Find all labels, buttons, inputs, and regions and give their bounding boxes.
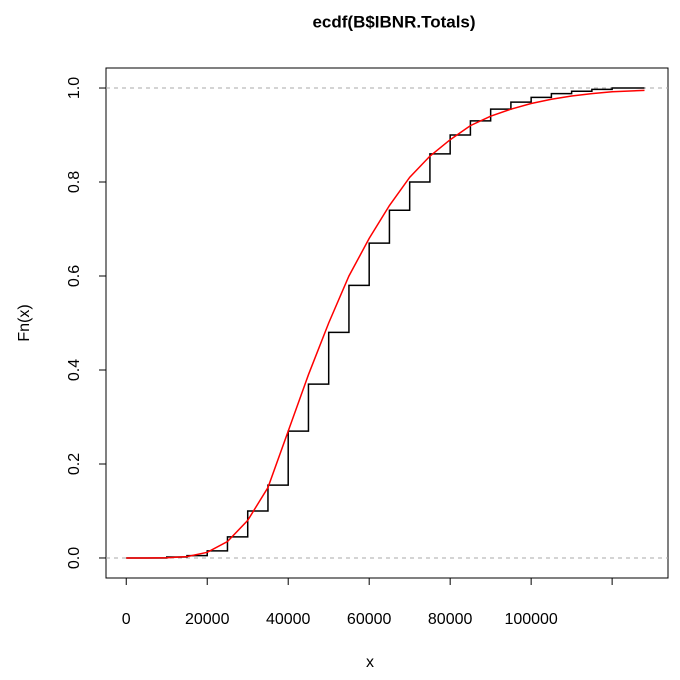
y-tick-label: 0.8 — [66, 171, 83, 193]
x-tick-label: 100000 — [504, 611, 557, 628]
x-tick-label: 80000 — [428, 611, 473, 628]
x-tick-label: 60000 — [347, 611, 392, 628]
series-line — [126, 89, 645, 559]
y-tick-label: 0.6 — [66, 265, 83, 287]
y-tick-label: 0.4 — [66, 359, 83, 381]
y-axis-label: Fn(x) — [16, 304, 33, 341]
x-tick-label: 20000 — [185, 611, 230, 628]
y-tick-label: 0.2 — [66, 453, 83, 475]
plot-box — [105, 67, 669, 579]
x-axis-label: x — [366, 654, 374, 671]
y-tick-label: 1.0 — [66, 77, 83, 99]
y-tick-label: 0.0 — [66, 547, 83, 569]
chart-title: ecdf(B$IBNR.Totals) — [312, 12, 475, 31]
x-tick-label: 0 — [122, 611, 131, 628]
x-tick-label: 40000 — [266, 611, 311, 628]
series-line — [126, 87, 645, 559]
